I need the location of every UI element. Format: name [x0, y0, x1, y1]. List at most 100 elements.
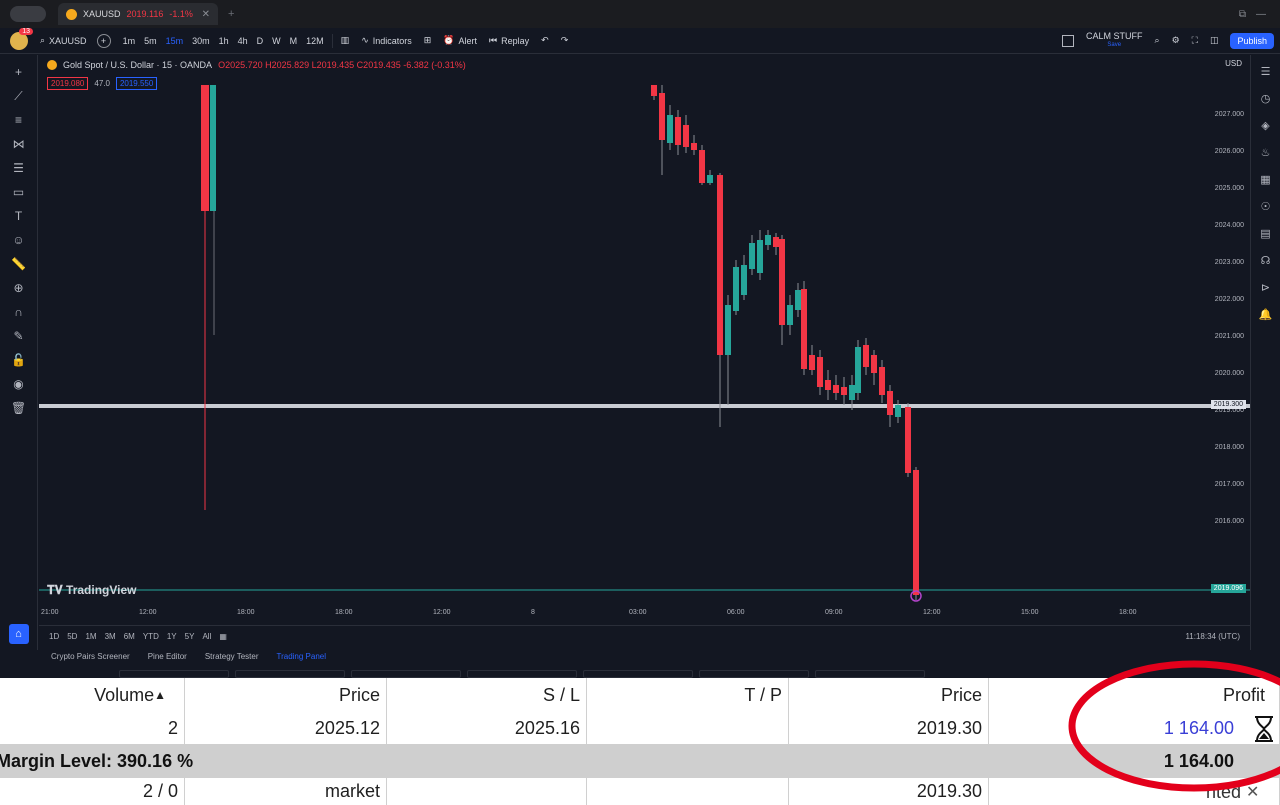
row1-cell: 2	[0, 712, 185, 744]
shapes-icon[interactable]: ▭	[12, 185, 25, 199]
alerts-clock-icon[interactable]: ◷	[1260, 93, 1271, 105]
signal-icon[interactable]: ⊳	[1260, 282, 1271, 294]
symbol-search[interactable]: ⌕ XAUUSD	[40, 35, 87, 46]
range-YTD[interactable]: YTD	[142, 632, 159, 641]
forecast-icon[interactable]: ☰	[13, 161, 24, 175]
range-1M[interactable]: 1M	[85, 632, 97, 641]
price-tick: 2018.000	[1214, 444, 1244, 451]
text-icon[interactable]: T	[14, 209, 23, 223]
headers-cell: Volume ▲	[0, 678, 185, 712]
layout-name[interactable]: CALM STUFF Save	[1086, 30, 1143, 50]
interval-1h[interactable]: 1h	[218, 35, 229, 46]
close-icon[interactable]: ✕	[1246, 784, 1260, 801]
trendline-icon[interactable]: ⟋	[14, 89, 23, 103]
sort-asc-icon[interactable]: ▲	[154, 688, 166, 702]
legend-title[interactable]: Gold Spot / U.S. Dollar · 15 · OANDA	[63, 60, 213, 70]
range-1Y[interactable]: 1Y	[166, 632, 177, 641]
horizontal-line-label[interactable]: 2019.300	[1210, 400, 1246, 409]
range-5D[interactable]: 5D	[67, 632, 78, 641]
fullscreen-icon[interactable]: ⛶	[1191, 35, 1198, 45]
emoji-icon[interactable]: ☺	[12, 233, 25, 247]
interval-D[interactable]: D	[256, 35, 264, 46]
row2-cell	[387, 778, 587, 805]
candle-chart[interactable]	[39, 55, 1250, 603]
ideas-icon[interactable]: ☉	[1260, 201, 1271, 213]
alert-button[interactable]: ⏰ Alert	[443, 35, 477, 46]
chat-icon[interactable]: ▤	[1260, 228, 1271, 240]
extensions-icon[interactable]: ⧉	[1238, 8, 1246, 20]
goto-date-icon[interactable]: ▦	[219, 632, 227, 641]
browser-window-controls: ⧉ —	[1239, 9, 1266, 20]
range-3M[interactable]: 3M	[104, 632, 116, 641]
avatar[interactable]: 13	[10, 27, 33, 50]
notifications-icon[interactable]: 🔔	[1258, 309, 1273, 321]
publish-button[interactable]: Publish	[1230, 32, 1274, 49]
lock-icon[interactable]: 🔓	[11, 353, 26, 367]
currency-label[interactable]: USD	[1225, 59, 1242, 68]
price-axis[interactable]: USD 2027.000 2026.000 2025.000 2024.000 2023…	[1199, 55, 1250, 603]
clock[interactable]: 11:18:34 (UTC)	[1185, 632, 1240, 641]
undo-button[interactable]: ↶	[541, 35, 549, 45]
trash-icon[interactable]: 🗑	[11, 401, 27, 415]
replay-button[interactable]: ⏮ Replay	[489, 35, 529, 46]
templates-button[interactable]: ⊞	[424, 35, 432, 46]
magnet-icon[interactable]: ∩	[14, 305, 23, 319]
compare-symbol-icon[interactable]: +	[96, 33, 111, 48]
home-icon[interactable]: ⌂	[8, 624, 29, 644]
symbol-label: XAUUSD	[49, 35, 87, 46]
new-tab-icon[interactable]: +	[228, 8, 235, 20]
calendar-icon[interactable]: ▦	[1260, 174, 1271, 186]
interval-1m[interactable]: 1m	[122, 35, 136, 46]
settings-icon[interactable]: ⚙	[1171, 35, 1180, 45]
interval-4h[interactable]: 4h	[237, 35, 248, 46]
candle-body	[675, 117, 681, 145]
layers-icon[interactable]: ◈	[1261, 120, 1270, 132]
chart-type-button[interactable]: ▥	[341, 35, 350, 46]
range-5Y[interactable]: 5Y	[184, 632, 195, 641]
time-tick: 03:00	[629, 609, 647, 616]
browser-tab[interactable]: XAUUSD 2019.116 -1.1% ✕	[58, 3, 218, 25]
range-1D[interactable]: 1D	[49, 632, 60, 641]
table-row[interactable]: 2 / 0 market 2019.30	[0, 778, 1280, 805]
pattern-icon[interactable]: ⋈	[12, 137, 25, 151]
zoom-icon[interactable]: ⊕	[13, 281, 24, 295]
layout-select-icon[interactable]	[1062, 34, 1074, 47]
bottom-tab[interactable]: Trading Panel	[276, 652, 327, 661]
interval-15m[interactable]: 15m	[165, 35, 184, 46]
candle-body	[801, 289, 807, 369]
candles-icon: ▥	[340, 35, 350, 45]
browser-menu-pill[interactable]	[10, 6, 46, 22]
crosshair-icon[interactable]: +	[14, 65, 22, 79]
table-row[interactable]: 2 2025.12 2025.16 2019.30 1 164.00	[0, 712, 1280, 744]
redo-button[interactable]: ↷	[560, 35, 569, 45]
bottom-tab[interactable]: Crypto Pairs Screener	[51, 652, 130, 661]
range-6M[interactable]: 6M	[123, 632, 135, 641]
interval-W[interactable]: W	[272, 35, 281, 46]
interval-12M[interactable]: 12M	[306, 35, 324, 46]
streams-icon[interactable]: ☊	[1260, 255, 1271, 267]
fib-icon[interactable]: ≡	[14, 113, 22, 127]
eye-icon[interactable]: ◉	[13, 377, 24, 391]
quick-search-icon[interactable]: ⌕	[1154, 35, 1160, 45]
indicators-button[interactable]: ∿ Indicators	[361, 35, 412, 46]
sell-button[interactable]: 2019.080	[47, 77, 89, 90]
tab-close-icon[interactable]: ✕	[201, 8, 210, 20]
brush-icon[interactable]: ✎	[13, 329, 24, 343]
time-axis[interactable]: 21:00 12:00 18:00 18:00 12:00 8 03:00 06:00 09:0…	[39, 603, 1219, 623]
buy-button[interactable]: 2019.550	[115, 77, 158, 90]
bottom-tab[interactable]: Strategy Tester	[204, 652, 259, 661]
minimize-icon[interactable]: —	[1256, 8, 1266, 20]
snapshot-icon[interactable]: ◫	[1209, 35, 1219, 45]
hot-icon[interactable]: ♨	[1260, 147, 1271, 159]
candle-body	[871, 355, 877, 373]
watchlist-icon[interactable]: ☰	[1260, 66, 1271, 78]
bottom-tab[interactable]: Pine Editor	[147, 652, 187, 661]
interval-5m[interactable]: 5m	[144, 35, 157, 46]
chart-area[interactable]: Gold Spot / U.S. Dollar · 15 · OANDA O20…	[39, 55, 1250, 603]
interval-30m[interactable]: 30m	[192, 35, 210, 46]
layout-name-label: CALM STUFF	[1086, 30, 1143, 41]
interval-M[interactable]: M	[289, 35, 298, 46]
range-All[interactable]: All	[202, 632, 212, 641]
bottom-tabs: Crypto Pairs Screener Pine Editor Strategy…	[51, 652, 326, 661]
measure-icon[interactable]: 📏	[11, 257, 26, 271]
